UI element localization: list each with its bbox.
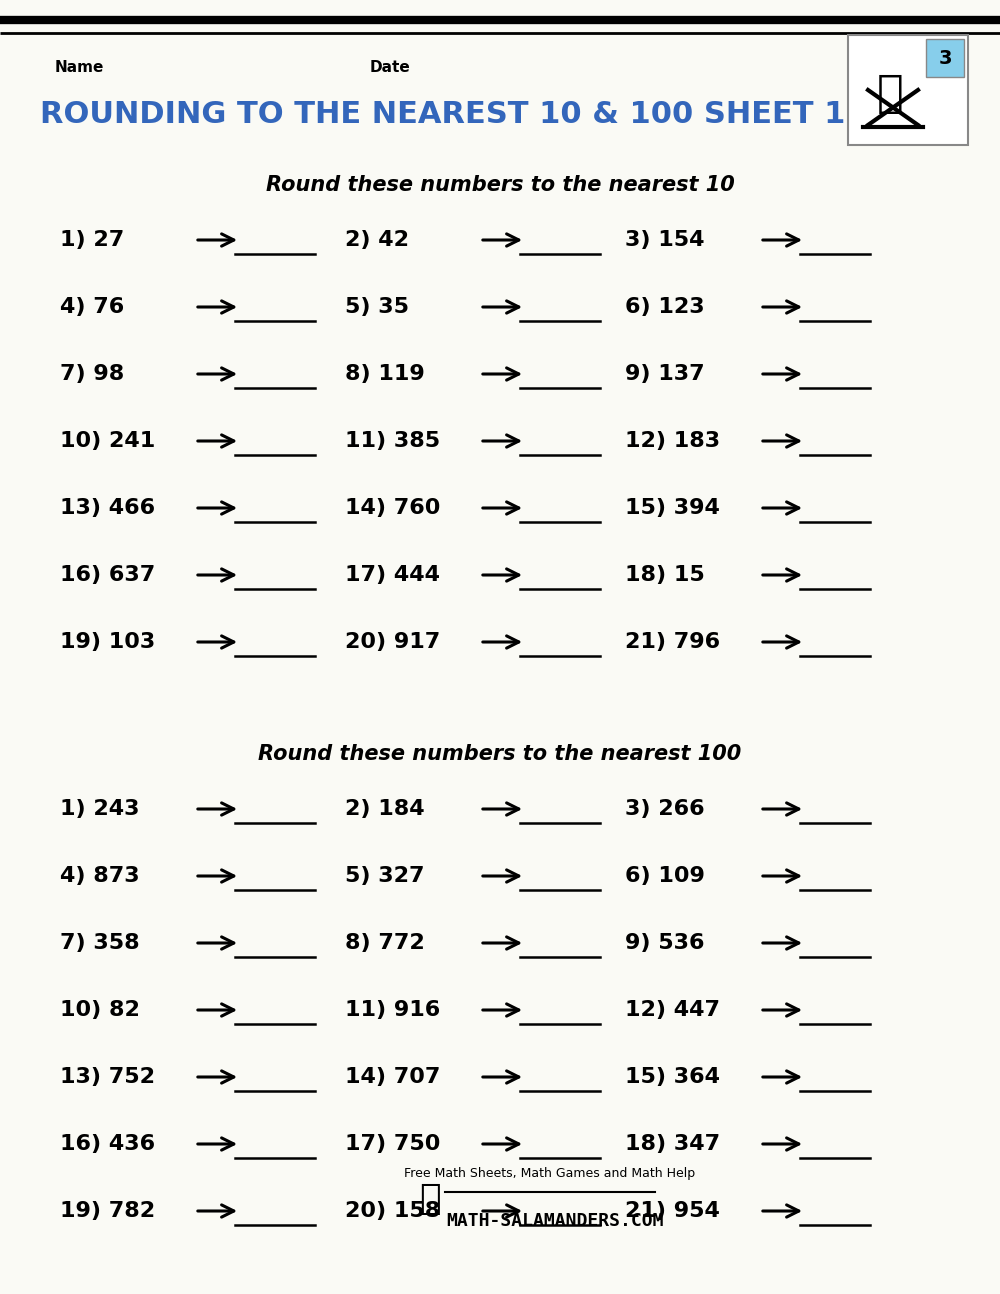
Text: ROUNDING TO THE NEAREST 10 & 100 SHEET 1: ROUNDING TO THE NEAREST 10 & 100 SHEET 1 xyxy=(40,100,845,129)
Text: 12) 447: 12) 447 xyxy=(625,1000,720,1020)
Text: 4) 76: 4) 76 xyxy=(60,298,124,317)
Text: 12) 183: 12) 183 xyxy=(625,431,720,452)
Text: 16) 436: 16) 436 xyxy=(60,1134,155,1154)
Text: 20) 917: 20) 917 xyxy=(345,631,440,652)
Text: 9) 536: 9) 536 xyxy=(625,933,704,952)
Text: 4) 873: 4) 873 xyxy=(60,866,140,886)
Text: 11) 385: 11) 385 xyxy=(345,431,440,452)
Text: 21) 796: 21) 796 xyxy=(625,631,720,652)
Text: 10) 241: 10) 241 xyxy=(60,431,155,452)
Text: 15) 394: 15) 394 xyxy=(625,498,720,518)
Text: 6) 123: 6) 123 xyxy=(625,298,705,317)
Text: 17) 750: 17) 750 xyxy=(345,1134,440,1154)
Text: 18) 347: 18) 347 xyxy=(625,1134,720,1154)
Text: 14) 760: 14) 760 xyxy=(345,498,440,518)
Text: 2) 42: 2) 42 xyxy=(345,230,409,250)
Text: 7) 98: 7) 98 xyxy=(60,364,124,384)
Text: 21) 954: 21) 954 xyxy=(625,1201,720,1222)
Text: 13) 752: 13) 752 xyxy=(60,1068,155,1087)
Text: 14) 707: 14) 707 xyxy=(345,1068,440,1087)
Text: 1) 243: 1) 243 xyxy=(60,798,140,819)
Text: Free Math Sheets, Math Games and Math Help: Free Math Sheets, Math Games and Math He… xyxy=(404,1167,696,1180)
Text: 3) 154: 3) 154 xyxy=(625,230,704,250)
Text: Round these numbers to the nearest 10: Round these numbers to the nearest 10 xyxy=(266,175,734,195)
Bar xyxy=(848,35,968,145)
Text: 3: 3 xyxy=(938,48,952,67)
Text: 20) 158: 20) 158 xyxy=(345,1201,440,1222)
Text: Name: Name xyxy=(55,60,104,75)
Text: Date: Date xyxy=(370,60,411,75)
Text: 17) 444: 17) 444 xyxy=(345,565,440,585)
Bar xyxy=(926,39,964,78)
Text: 15) 364: 15) 364 xyxy=(625,1068,720,1087)
Text: 9) 137: 9) 137 xyxy=(625,364,705,384)
Text: 2) 184: 2) 184 xyxy=(345,798,425,819)
Text: 3) 266: 3) 266 xyxy=(625,798,705,819)
Text: MATH-SALAMANDERS.COM: MATH-SALAMANDERS.COM xyxy=(446,1212,664,1231)
Text: 16) 637: 16) 637 xyxy=(60,565,155,585)
Text: 🐆: 🐆 xyxy=(877,71,903,114)
Text: 18) 15: 18) 15 xyxy=(625,565,705,585)
Text: 1) 27: 1) 27 xyxy=(60,230,124,250)
Text: 11) 916: 11) 916 xyxy=(345,1000,440,1020)
Text: 8) 119: 8) 119 xyxy=(345,364,425,384)
Text: 10) 82: 10) 82 xyxy=(60,1000,140,1020)
Text: 13) 466: 13) 466 xyxy=(60,498,155,518)
Text: 7) 358: 7) 358 xyxy=(60,933,140,952)
Text: 6) 109: 6) 109 xyxy=(625,866,705,886)
Text: Round these numbers to the nearest 100: Round these numbers to the nearest 100 xyxy=(258,744,742,763)
Text: 5) 35: 5) 35 xyxy=(345,298,409,317)
Text: 8) 772: 8) 772 xyxy=(345,933,425,952)
Text: 19) 782: 19) 782 xyxy=(60,1201,155,1222)
Text: 5) 327: 5) 327 xyxy=(345,866,424,886)
Text: 🐆: 🐆 xyxy=(419,1181,441,1216)
Text: 19) 103: 19) 103 xyxy=(60,631,155,652)
